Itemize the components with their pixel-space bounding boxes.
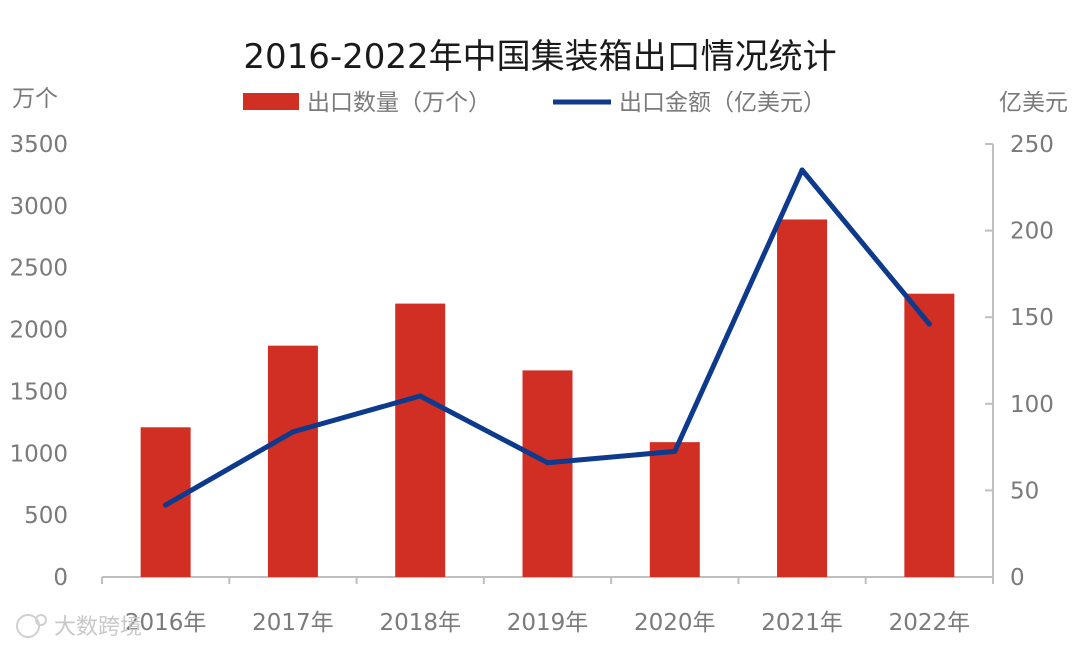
left-tick-label: 3000	[9, 194, 68, 220]
right-axis-unit: 亿美元	[999, 90, 1068, 116]
line-point	[417, 393, 423, 399]
legend-swatch-bar	[243, 93, 299, 110]
bar	[649, 442, 700, 577]
right-tick-label: 100	[1010, 392, 1054, 418]
legend-label-bar: 出口数量（万个）	[307, 90, 491, 116]
x-tick-label: 2021年	[761, 610, 843, 636]
bar	[904, 293, 955, 577]
right-tick-label: 50	[1010, 478, 1039, 504]
right-axis-tick-marks	[101, 143, 994, 584]
left-tick-label: 500	[24, 503, 68, 529]
watermark-text: 大数跨境	[54, 615, 142, 640]
x-tick-label: 2019年	[507, 610, 589, 636]
right-tick-label: 250	[1010, 132, 1054, 158]
left-axis-ticks: 0 500 1000 1500 2000 2500 3000 3500	[9, 132, 68, 591]
x-tick-label: 2020年	[634, 610, 716, 636]
line-point	[672, 448, 678, 454]
x-tick-label: 2022年	[889, 610, 971, 636]
watermark-logo-icon-inner	[35, 614, 47, 626]
line-point	[290, 429, 296, 435]
chart-title: 2016-2022年中国集装箱出口情况统计	[243, 37, 836, 77]
left-tick-label: 1500	[9, 379, 68, 405]
bar	[522, 370, 573, 577]
x-tick-label: 2018年	[379, 610, 461, 636]
x-tick-label: 2016年	[125, 610, 207, 636]
right-axis-ticks: 0 50 100 150 200 250	[1010, 132, 1054, 591]
line-point	[163, 502, 169, 508]
bar	[140, 427, 191, 577]
x-axis-labels: 2016年 2017年 2018年 2019年 2020年 2021年 2022年	[125, 610, 970, 636]
line-point	[799, 167, 805, 173]
right-tick-label: 150	[1010, 305, 1054, 331]
x-tick-label: 2017年	[252, 610, 334, 636]
left-tick-label: 2500	[9, 256, 68, 282]
right-tick-label: 200	[1010, 219, 1054, 245]
right-tick-label: 0	[1010, 565, 1025, 591]
bar	[777, 219, 828, 578]
left-tick-label: 3500	[9, 132, 68, 158]
left-tick-label: 0	[53, 565, 68, 591]
line-point	[926, 321, 932, 327]
watermark: 大数跨境	[16, 614, 142, 640]
watermark-logo-icon	[16, 614, 40, 638]
legend-label-line: 出口金额（亿美元）	[619, 90, 826, 116]
bars	[140, 219, 955, 578]
bar	[267, 345, 318, 577]
legend: 出口数量（万个） 出口金额（亿美元）	[243, 90, 826, 116]
left-axis-unit: 万个	[12, 86, 58, 112]
left-tick-label: 2000	[9, 318, 68, 344]
value-line-group	[163, 167, 932, 508]
line-point	[545, 460, 550, 466]
left-tick-label: 1000	[9, 441, 68, 467]
bar	[395, 303, 446, 577]
